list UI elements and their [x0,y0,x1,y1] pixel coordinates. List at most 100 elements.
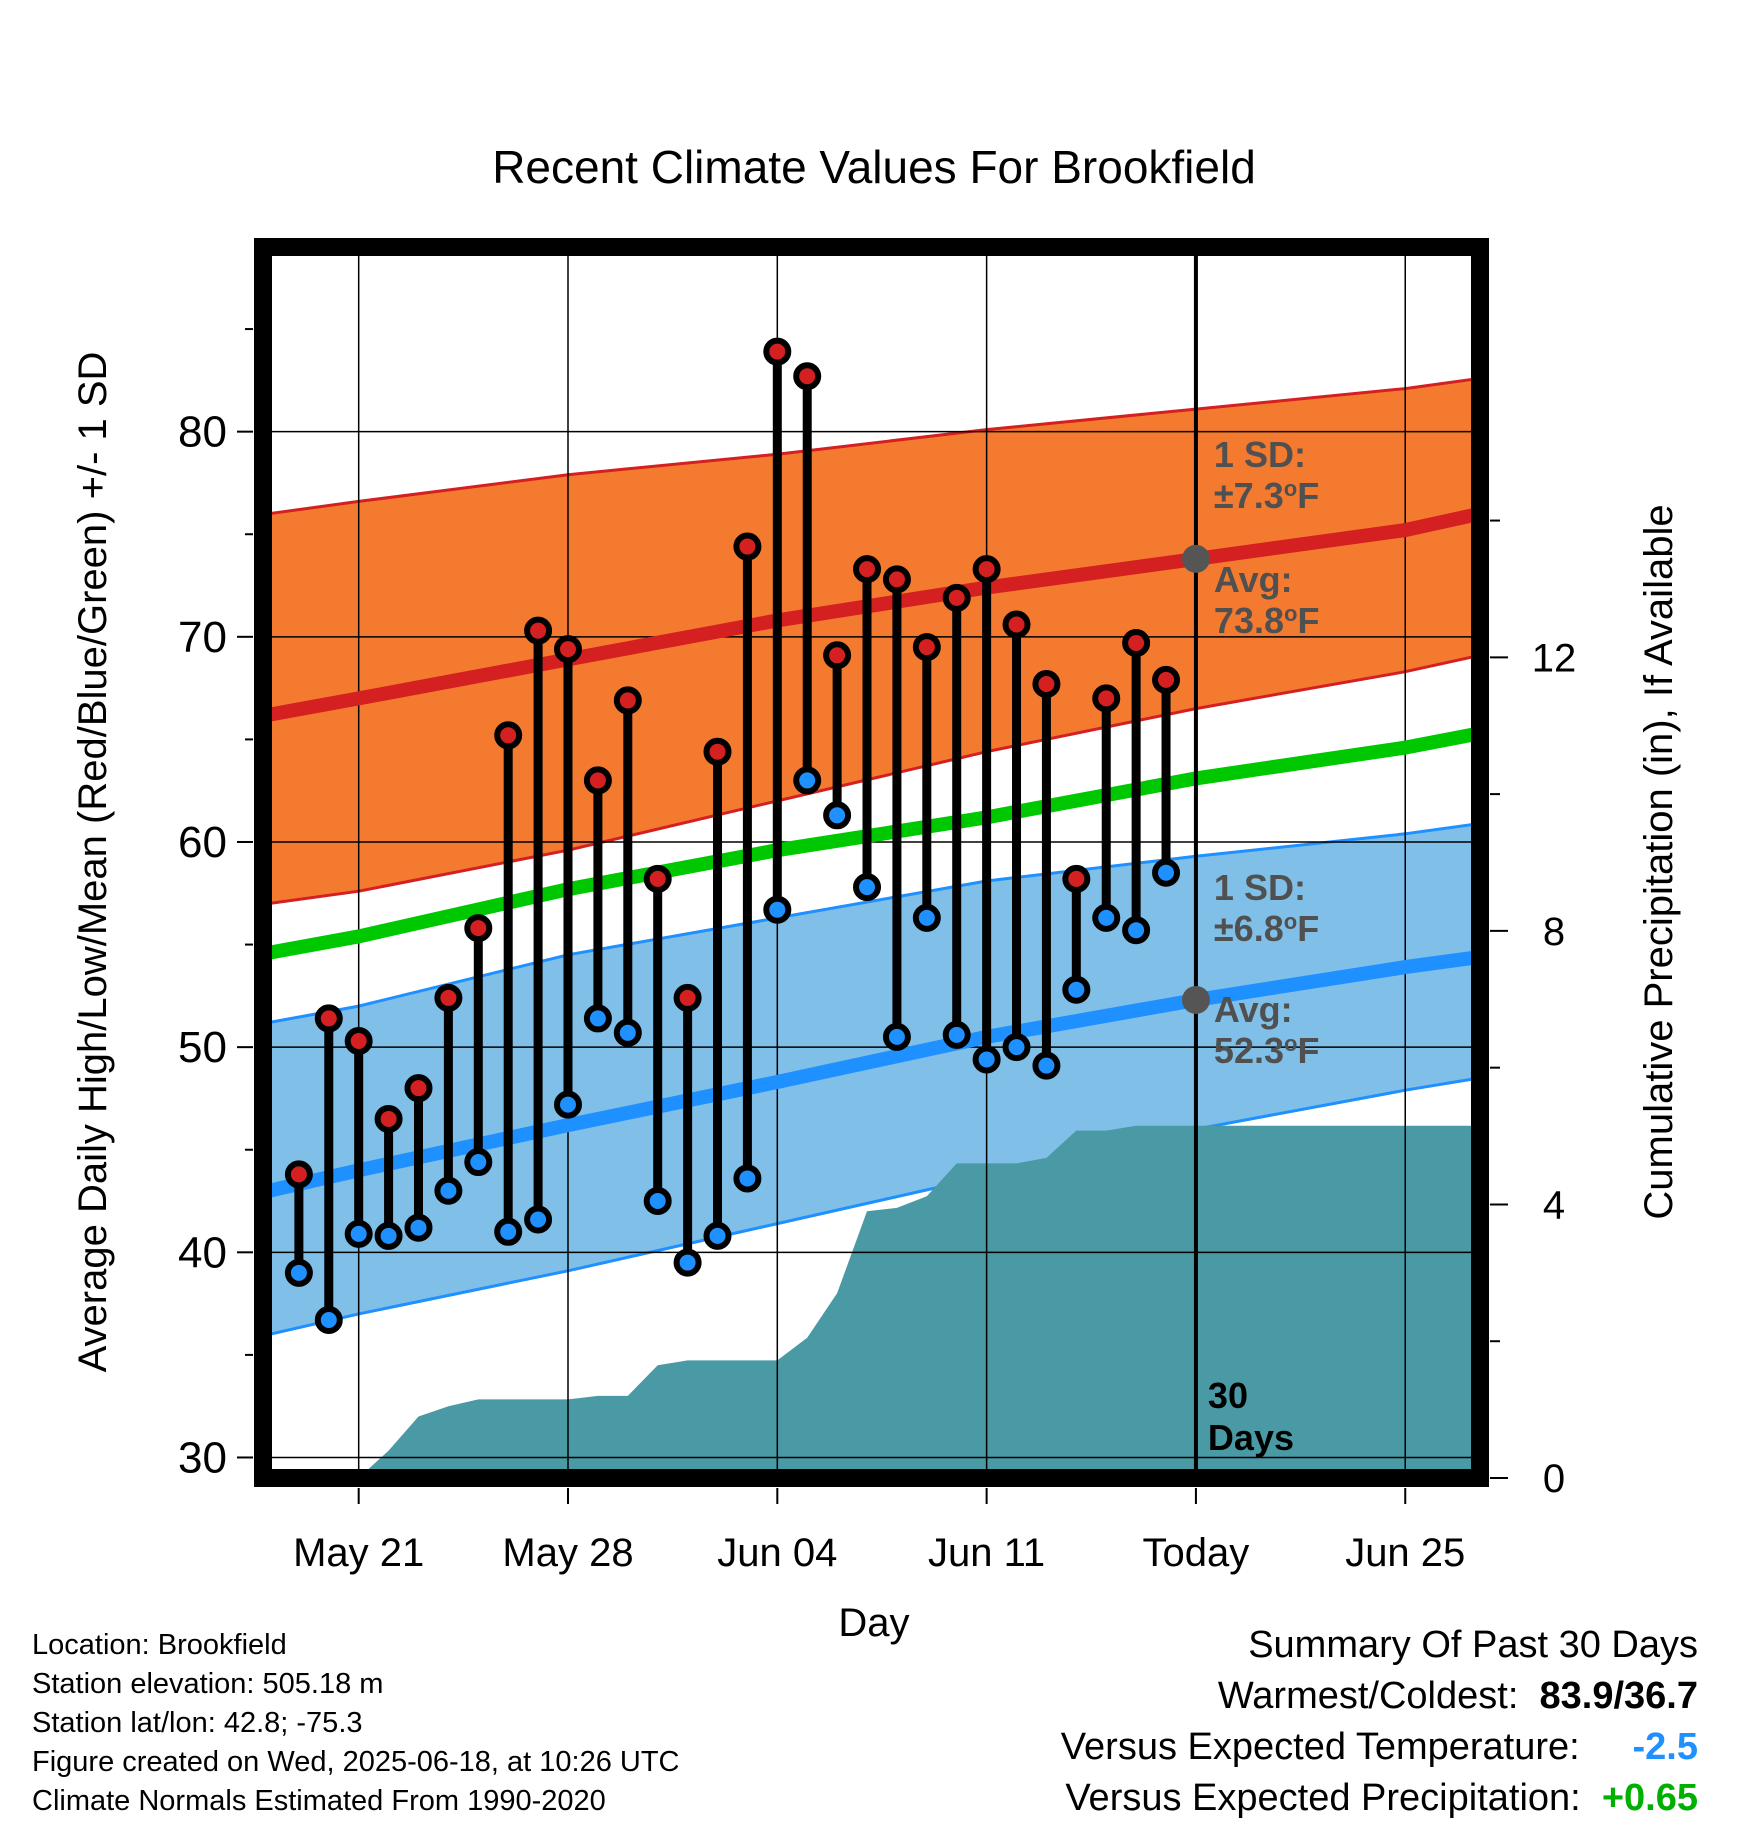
y2-tick-label: 12 [1532,636,1577,680]
summary-precip-label: Versus Expected Precipitation: [1065,1777,1581,1819]
high-point [553,635,582,664]
summary-warmest: Warmest/Coldest: 83.9/36.7 [1218,1675,1698,1718]
footer-info: Location: Brookfield Station elevation: … [32,1626,680,1821]
days-number: 30 [1208,1375,1248,1416]
summary-warmest-value: 83.9/36.7 [1539,1675,1698,1717]
footer-location: Location: Brookfield [32,1629,287,1661]
low-point [793,766,822,795]
normal-lines [267,506,1482,1198]
low-avg-dot [1181,985,1210,1014]
low-sd-label: 1 SD: [1214,867,1306,908]
days-word: Days [1208,1417,1294,1458]
x-tick-label: Jun 25 [1345,1531,1465,1575]
y-tick-label: 40 [178,1228,227,1277]
normal-low-line [267,949,1481,1198]
high-avg-value: 73.8oF [1214,600,1320,641]
high-point [524,616,553,645]
footer-latlon: Station lat/lon: 42.8; -75.3 [32,1707,363,1739]
low-sd-band [269,823,1480,1335]
footer-elevation: Station elevation: 505.18 m [32,1668,384,1700]
x-tick-label: Today [1143,1531,1250,1575]
low-point [972,1045,1001,1074]
low-point [314,1306,343,1335]
high-point [673,983,702,1012]
high-sd-band-upper-edge [268,376,1481,516]
summary-temp-value: -2.5 [1632,1726,1698,1768]
high-point [434,983,463,1012]
low-avg-label: Avg: [1214,989,1293,1030]
high-point [1062,864,1091,893]
y-tick-label: 60 [178,818,227,867]
low-point [434,1176,463,1205]
y-tick-label: 50 [178,1023,227,1072]
summary-temp: Versus Expected Temperature: -2.5 [1061,1726,1698,1769]
footer-created: Figure created on Wed, 2025-06-18, at 10… [32,1746,680,1778]
high-point [912,633,941,662]
low-point [494,1217,523,1246]
low-point [553,1090,582,1119]
high-point [942,583,971,612]
normal-high-line [267,506,1482,722]
high-sd-value: ±7.3oF [1214,475,1319,516]
x-axis-title: Day [838,1601,909,1645]
footer-normals: Climate Normals Estimated From 1990-2020 [32,1785,606,1817]
low-point [344,1219,373,1248]
high-point [344,1026,373,1055]
axes: 30 40 50 60 70 80 0 4 8 12 May 21 May 28 Jun 04 Jun 1… [71,328,1681,1645]
high-point [643,864,672,893]
high-point [1152,665,1181,694]
high-point [583,766,612,795]
low-point [284,1258,313,1287]
low-point [733,1164,762,1193]
high-point [404,1074,433,1103]
high-point [733,532,762,561]
low-point [823,801,852,830]
x-tick-label: May 21 [293,1531,424,1575]
low-point [1002,1033,1031,1062]
x-tick-label: Jun 04 [717,1531,837,1575]
summary-precip-value: +0.65 [1601,1777,1698,1819]
high-point [703,737,732,766]
high-point [1002,610,1031,639]
y-axis-title: Average Daily High/Low/Mean (Red/Blue/Gr… [71,352,115,1373]
low-point [404,1213,433,1242]
high-point [972,555,1001,584]
low-point [1152,858,1181,887]
high-point [314,1004,343,1033]
high-point [882,565,911,594]
high-point [1122,628,1151,657]
high-point [793,362,822,391]
high-point [613,686,642,715]
high-point [494,721,523,750]
high-point [374,1104,403,1133]
low-point [643,1187,672,1216]
summary-temp-label: Versus Expected Temperature: [1060,1726,1580,1768]
low-point [1092,903,1121,932]
high-avg-dot [1181,544,1210,573]
low-sd-band-upper-edge [268,822,1481,1024]
y2-tick-label: 0 [1543,1457,1565,1501]
high-point [464,914,493,943]
low-point [853,873,882,902]
high-point [1032,670,1061,699]
y-tick-label: 70 [178,613,227,662]
low-point [1032,1051,1061,1080]
low-point [703,1221,732,1250]
x-tick-label: May 28 [502,1531,633,1575]
low-point [912,903,941,932]
low-avg-value: 52.3oF [1214,1030,1320,1071]
precip-area [358,1125,1480,1478]
y2-tick-label: 8 [1543,910,1565,954]
low-point [374,1221,403,1250]
low-point [942,1020,971,1049]
y2-axis-title: Cumulative Precipitation (in), If Availa… [1637,504,1681,1219]
summary-precip: Versus Expected Precipitation: +0.65 [1065,1777,1698,1820]
normal-mean-line [267,726,1482,960]
precip-area-fill [358,1125,1480,1478]
low-point [1122,916,1151,945]
high-point [853,555,882,584]
y2-tick-label: 4 [1543,1183,1565,1227]
low-point [763,895,792,924]
